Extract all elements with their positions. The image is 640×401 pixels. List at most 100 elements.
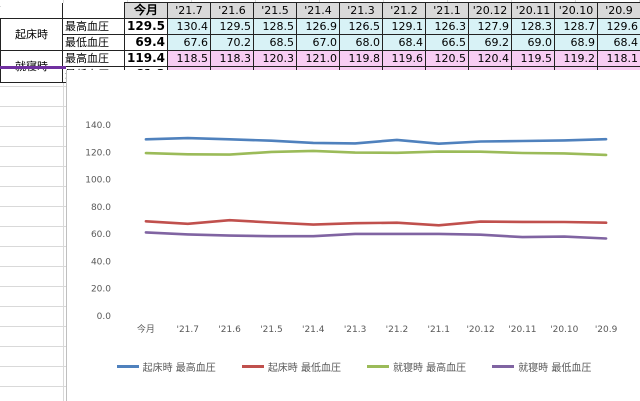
value-cell[interactable]: 68.4	[382, 34, 426, 51]
value-cell[interactable]: 126.3	[425, 18, 469, 35]
x-axis: 今月 '21.7 '21.6 '21.5 '21.4 '21.3 '21.2 '21.1 '20…	[137, 323, 618, 335]
x-tick-label: '20.10	[550, 325, 579, 335]
value-cell[interactable]: 68.0	[339, 34, 383, 51]
metric-label[interactable]: 最高血圧	[62, 50, 125, 67]
value-cell[interactable]: 128.5	[253, 18, 297, 35]
value-cell[interactable]: 129.6	[597, 18, 640, 35]
x-tick-label: '20.9	[595, 325, 618, 335]
column-header[interactable]: '21.4	[296, 2, 340, 19]
x-tick-label: '21.5	[260, 325, 283, 335]
legend-item: 起床時 最低血圧	[241, 358, 341, 374]
series-line	[144, 149, 608, 157]
y-tick-label: 20.0	[91, 285, 111, 295]
y-tick-label: 100.0	[85, 176, 111, 186]
legend-swatch	[116, 364, 139, 368]
x-tick-label: '21.6	[218, 325, 241, 335]
y-tick-label: 60.0	[91, 230, 111, 240]
column-header[interactable]: '21.5	[253, 2, 297, 19]
value-cell[interactable]: 127.9	[468, 18, 512, 35]
value-cell[interactable]: 69.0	[511, 34, 555, 51]
value-cell[interactable]: 67.0	[296, 34, 340, 51]
x-tick-label: '21.1	[427, 325, 450, 335]
table-row: 最低血圧 69.4 67.6 70.2 68.5 67.0 68.0 68.4 …	[1, 34, 640, 51]
value-cell[interactable]: 128.7	[554, 18, 598, 35]
value-cell[interactable]: 129.1	[382, 18, 426, 35]
value-cell[interactable]: 68.4	[597, 34, 640, 51]
header-blank-cell[interactable]	[0, 2, 63, 19]
series-line	[144, 218, 608, 227]
group-label-wakeup[interactable]: 起床時	[0, 18, 63, 51]
legend-item: 就寝時 最低血圧	[492, 358, 591, 374]
value-cell[interactable]: 128.3	[511, 18, 555, 35]
value-cell[interactable]: 119.2	[554, 50, 598, 67]
x-tick-label: '21.4	[302, 325, 325, 335]
legend-swatch	[367, 364, 389, 368]
x-tick-label: 今月	[137, 323, 155, 335]
table-row: 起床時 最高血圧 129.5 130.4 129.5 128.5 126.9 1…	[0, 18, 640, 51]
value-cell[interactable]: 118.5	[167, 50, 211, 67]
value-cell[interactable]: 120.3	[253, 50, 297, 67]
column-header[interactable]: '21.1	[425, 2, 469, 19]
value-cell[interactable]: 120.5	[425, 50, 469, 67]
value-cell[interactable]: 118.1	[597, 50, 640, 67]
value-cell[interactable]: 67.6	[167, 34, 211, 51]
value-cell[interactable]: 121.0	[296, 50, 340, 67]
header-row: 今月 '21.7 '21.6 '21.5 '21.4 '21.3 '21.2 '…	[0, 2, 640, 19]
value-cell[interactable]: 119.5	[511, 50, 555, 67]
group-border-accent	[0, 66, 66, 69]
value-cell[interactable]: 129.5	[210, 18, 254, 35]
column-header[interactable]: '21.2	[382, 2, 426, 19]
table-row: 就寝時 最高血圧 119.4 118.5 118.3 120.3 121.0 1…	[0, 50, 640, 83]
value-cell[interactable]: 69.2	[468, 34, 512, 51]
value-cell[interactable]: 119.6	[382, 50, 426, 67]
y-tick-label: 0.0	[97, 312, 112, 322]
y-tick-label: 80.0	[91, 203, 111, 213]
series-line	[144, 231, 608, 240]
column-header[interactable]: '21.6	[210, 2, 254, 19]
value-cell[interactable]: 126.9	[296, 18, 340, 35]
legend-label: 就寝時 最高血圧	[393, 362, 467, 374]
value-cell[interactable]: 130.4	[167, 18, 211, 35]
x-tick-label: '20.12	[466, 325, 494, 335]
y-tick-label: 140.0	[85, 121, 111, 131]
y-tick-label: 40.0	[91, 257, 111, 267]
value-cell[interactable]: 119.4	[124, 50, 168, 67]
column-header[interactable]: '20.9	[597, 2, 640, 19]
value-cell[interactable]: 68.5	[253, 34, 297, 51]
x-tick-label: '21.7	[176, 325, 199, 335]
legend-label: 就寝時 最低血圧	[518, 362, 592, 374]
column-header[interactable]: '20.10	[554, 2, 598, 19]
value-cell[interactable]: 129.5	[124, 18, 168, 35]
value-cell[interactable]: 66.5	[425, 34, 469, 51]
legend-item: 起床時 最高血圧	[116, 358, 216, 374]
x-tick-label: '21.2	[386, 325, 409, 335]
value-cell[interactable]: 120.4	[468, 50, 512, 67]
value-cell[interactable]: 69.4	[124, 34, 168, 51]
series-lines	[144, 136, 608, 240]
value-cell[interactable]: 126.5	[339, 18, 383, 35]
legend-swatch	[241, 364, 264, 368]
column-header[interactable]: '20.12	[468, 2, 512, 19]
value-cell[interactable]: 68.9	[554, 34, 598, 51]
series-line	[144, 136, 608, 145]
metric-label[interactable]: 最高血圧	[62, 18, 125, 35]
column-header[interactable]: '21.3	[339, 2, 383, 19]
blood-pressure-chart[interactable]: 0.0 20.0 40.0 60.0 80.0 100.0 120.0 140.0 今月 '21…	[66, 70, 640, 401]
chart-legend: 起床時 最高血圧 起床時 最低血圧 就寝時 最高血圧 就寝時 最低血圧	[67, 358, 640, 374]
chart-svg: 0.0 20.0 40.0 60.0 80.0 100.0 120.0 140.0 今月 '21…	[85, 121, 618, 335]
value-cell[interactable]: 70.2	[210, 34, 254, 51]
column-header[interactable]: 今月	[124, 2, 168, 19]
x-tick-label: '21.3	[344, 325, 367, 335]
value-cell[interactable]: 118.3	[210, 50, 254, 67]
value-cell[interactable]: 119.8	[339, 50, 383, 67]
y-axis: 0.0 20.0 40.0 60.0 80.0 100.0 120.0 140.0	[85, 121, 111, 322]
x-tick-label: '20.11	[508, 325, 536, 335]
legend-item: 就寝時 最高血圧	[367, 358, 466, 374]
header-blank-cell[interactable]	[62, 2, 125, 19]
legend-label: 起床時 最高血圧	[142, 362, 216, 374]
legend-label: 起床時 最低血圧	[267, 362, 341, 374]
y-tick-label: 120.0	[85, 148, 111, 158]
column-header[interactable]: '21.7	[167, 2, 211, 19]
column-header[interactable]: '20.11	[511, 2, 555, 19]
metric-label[interactable]: 最低血圧	[62, 34, 125, 51]
